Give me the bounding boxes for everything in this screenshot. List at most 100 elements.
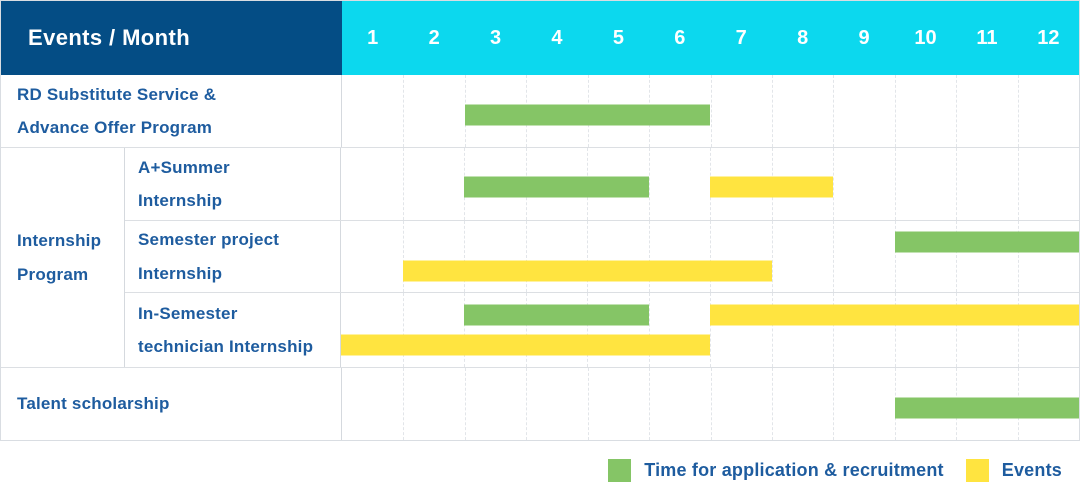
month-header-cell: 4 — [551, 26, 563, 49]
month-gridline — [525, 293, 527, 367]
month-gridline — [649, 368, 651, 440]
month-header-cell: 7 — [735, 26, 747, 49]
month-gridline — [833, 293, 834, 367]
legend-item-events: Events — [965, 459, 1062, 482]
month-gridline — [1017, 220, 1019, 293]
gantt-grid-row — [341, 293, 1079, 367]
gantt-bar-green — [894, 397, 1079, 419]
month-gridline — [833, 148, 834, 220]
events-month-header-cell: Events / Month — [1, 1, 342, 75]
group-label-line: Program — [17, 264, 89, 284]
month-gridline — [1017, 148, 1019, 220]
row-rd-substitute: RD Substitute Service & Advance Offer Pr… — [1, 75, 1079, 148]
month-header-cell: 9 — [858, 26, 870, 49]
month-gridline — [402, 293, 404, 367]
row-label-in-semester-technician: In-Semester technician Internship — [125, 293, 341, 367]
gantt-bar-green — [894, 231, 1079, 253]
month-gridline — [587, 293, 588, 367]
month-gridline — [710, 293, 711, 367]
month-gridline — [956, 293, 957, 367]
gantt-grid-row — [341, 220, 1079, 293]
row-label-semester-project: Semester project Internship — [125, 220, 341, 293]
legend-item-application-recruitment: Time for application & recruitment — [608, 459, 944, 482]
gantt-bar-yellow — [402, 260, 772, 282]
gantt-bar-green — [464, 104, 711, 126]
group-label-internship-program: Internship Program — [1, 148, 125, 367]
month-gridline — [648, 148, 650, 220]
month-gridline — [525, 220, 527, 293]
internship-subrows: A+Summer Internship Semester project Int… — [125, 148, 1079, 367]
gantt-grid-row — [342, 75, 1079, 147]
month-gridline — [710, 75, 712, 147]
row-in-semester-technician: In-Semester technician Internship — [125, 293, 1079, 367]
month-gridline — [526, 368, 528, 440]
row-label-talent-scholarship: Talent scholarship — [1, 368, 342, 440]
month-gridline — [648, 220, 650, 293]
green-swatch-icon — [608, 459, 632, 482]
row-label-line: Talent scholarship — [17, 394, 170, 414]
month-gridline — [894, 148, 896, 220]
row-label-line: Advance Offer Program — [17, 118, 213, 137]
month-gridline — [894, 220, 896, 293]
gantt-bar-green — [464, 304, 649, 326]
month-gridline — [956, 220, 957, 293]
month-gridline — [771, 293, 773, 367]
gantt-bar-yellow — [710, 304, 1079, 326]
month-gridline — [894, 75, 896, 147]
month-gridline — [648, 293, 650, 367]
gantt-table: Events / Month 1 2 3 4 5 6 7 8 9 10 11 12 RD Substi… — [0, 0, 1080, 441]
row-label-line: A+Summer — [138, 157, 230, 177]
month-gridline — [587, 368, 589, 440]
row-label-line: Internship — [138, 190, 223, 210]
month-gridline — [402, 148, 404, 220]
month-gridline — [710, 368, 712, 440]
yellow-swatch-icon — [965, 459, 989, 482]
month-header-cell: 10 — [914, 26, 937, 49]
month-gridline — [587, 220, 588, 293]
month-gridline — [464, 368, 466, 440]
month-gridline — [464, 220, 465, 293]
month-header-row: 1 2 3 4 5 6 7 8 9 10 11 12 — [342, 1, 1079, 75]
row-label-line: Internship — [138, 263, 223, 283]
month-gridline — [956, 148, 957, 220]
month-header-cell: 5 — [612, 26, 624, 49]
month-header-cell: 2 — [428, 26, 440, 49]
gantt-bar-yellow — [341, 334, 710, 356]
month-header-cell: 1 — [367, 26, 379, 49]
month-header-cell: 11 — [976, 26, 998, 49]
month-gridline — [710, 220, 711, 293]
month-gridline — [1017, 293, 1019, 367]
month-gridline — [771, 75, 773, 147]
month-gridline — [833, 75, 835, 147]
month-gridline — [956, 75, 958, 147]
gantt-grid-row — [341, 148, 1079, 220]
row-talent-scholarship: Talent scholarship — [1, 368, 1079, 440]
row-label-line: RD Substitute Service & — [17, 84, 217, 104]
month-gridline — [1017, 75, 1019, 147]
month-header-cell: 6 — [674, 26, 686, 49]
events-month-label: Events / Month — [28, 25, 191, 50]
month-gridline — [403, 368, 405, 440]
row-label-line: Semester project — [138, 230, 280, 250]
gantt-bar-green — [464, 176, 649, 198]
month-gridline — [833, 368, 835, 440]
group-label-line: Internship — [17, 231, 102, 251]
legend-label: Events — [1001, 460, 1062, 480]
month-header-cell: 8 — [797, 26, 809, 49]
row-label-rd-substitute: RD Substitute Service & Advance Offer Pr… — [1, 75, 342, 147]
month-gridline — [833, 220, 834, 293]
month-gridline — [402, 220, 404, 293]
row-label-line: In-Semester — [138, 304, 238, 324]
month-gridline — [771, 220, 773, 293]
row-a-summer-internship: A+Summer Internship — [125, 148, 1079, 221]
month-gridline — [464, 293, 465, 367]
header-row: Events / Month 1 2 3 4 5 6 7 8 9 10 11 12 — [1, 1, 1079, 75]
month-gridline — [894, 293, 896, 367]
month-header-cell: 3 — [489, 26, 502, 49]
month-header-cell: 12 — [1037, 26, 1060, 49]
legend: Time for application & recruitment Event… — [608, 459, 1062, 482]
month-gridline — [403, 75, 405, 147]
gantt-bar-yellow — [710, 176, 833, 198]
internship-program-group: Internship Program A+Summer Internship S… — [1, 148, 1079, 368]
legend-label: Time for application & recruitment — [644, 460, 944, 480]
